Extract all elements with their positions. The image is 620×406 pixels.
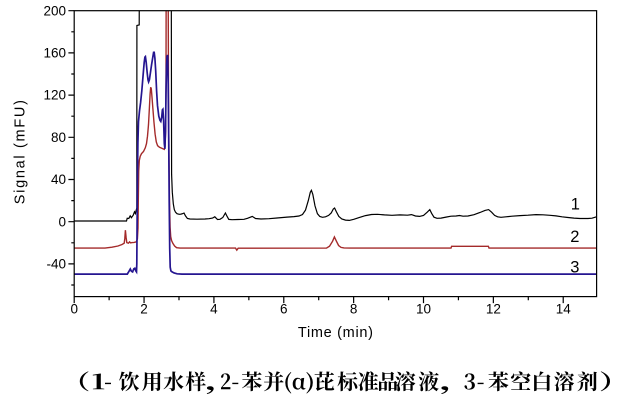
svg-text:14: 14 [556, 302, 572, 317]
svg-text:0: 0 [58, 214, 66, 229]
svg-text:10: 10 [416, 302, 431, 317]
svg-text:40: 40 [51, 172, 66, 187]
svg-text:1: 1 [571, 196, 580, 214]
svg-text:4: 4 [210, 302, 218, 317]
svg-text:160: 160 [43, 46, 66, 61]
svg-text:12: 12 [486, 302, 501, 317]
svg-text:Signal (mFU): Signal (mFU) [13, 98, 29, 204]
svg-text:0: 0 [70, 302, 78, 317]
svg-text:2: 2 [570, 228, 579, 246]
svg-text:200: 200 [43, 3, 66, 18]
svg-text:6: 6 [280, 302, 288, 317]
svg-text:Time (min): Time (min) [298, 325, 374, 341]
svg-text:80: 80 [51, 130, 66, 145]
svg-text:120: 120 [43, 88, 66, 103]
svg-text:3: 3 [570, 259, 579, 277]
svg-text:8: 8 [350, 302, 358, 317]
svg-text:-40: -40 [46, 257, 66, 272]
svg-text:2: 2 [140, 302, 148, 317]
